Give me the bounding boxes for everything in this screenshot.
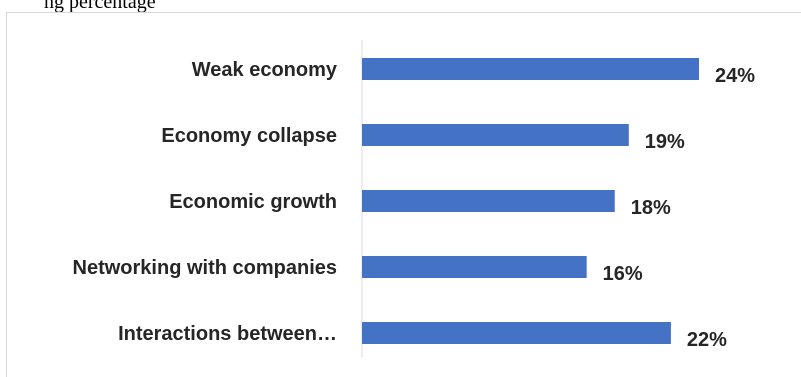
value-label-3: 18%	[631, 197, 671, 219]
bar-2	[362, 124, 629, 146]
category-label-1: Weak economy	[192, 59, 338, 81]
category-label-3: Economic growth	[169, 191, 337, 213]
value-label-1: 24%	[715, 65, 755, 87]
value-label-2: 19%	[645, 131, 685, 153]
category-label-5: Interactions between…	[118, 323, 337, 345]
bar-4	[362, 256, 587, 278]
bar-5	[362, 322, 671, 344]
bar-1	[362, 58, 699, 80]
category-label-2: Economy collapse	[161, 125, 337, 147]
category-label-4: Networking with companies	[73, 257, 337, 279]
value-label-5: 22%	[687, 329, 727, 351]
chart-frame	[6, 12, 801, 377]
value-labels-group: 24% 19% 18% 16% 22%	[603, 65, 756, 351]
value-label-4: 16%	[603, 263, 643, 285]
category-labels-group: Weak economy Economy collapse Economic gro…	[73, 59, 338, 345]
header-text-fragment: ng percentage	[44, 0, 156, 13]
bars-group	[362, 58, 699, 344]
bar-3	[362, 190, 615, 212]
